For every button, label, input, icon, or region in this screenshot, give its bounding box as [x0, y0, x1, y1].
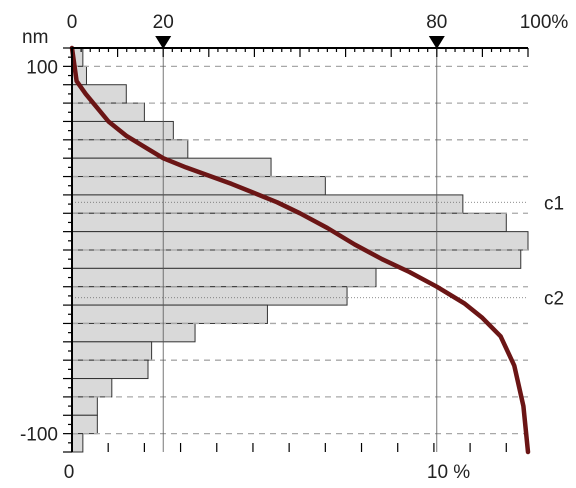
axes-layer	[63, 36, 529, 453]
top-marker-triangle-20	[155, 36, 172, 49]
reference-lines-layer	[72, 201, 528, 299]
grid-layer	[72, 48, 528, 452]
cumulative-curve	[69, 45, 531, 455]
histogram-bar-19	[71, 396, 98, 416]
histogram-bar-5	[71, 139, 189, 159]
y-axis-unit-label: nm	[22, 27, 48, 48]
histogram-bar-12	[71, 267, 377, 288]
histogram-bar-16	[71, 341, 153, 361]
histogram-bar-14	[71, 304, 268, 324]
histogram-bar-18	[71, 378, 113, 398]
reference-label-c1: c1	[544, 193, 564, 214]
histogram-bar-7	[71, 176, 326, 196]
reference-label-c2: c2	[544, 289, 564, 310]
top-tick-label-100: 100%	[520, 12, 569, 33]
labels-layer: c1 c2 nm 100 -100 0 20 80 100% 0 10 %	[20, 12, 568, 483]
histogram-bar-11	[71, 249, 522, 269]
histogram-bar-20	[71, 414, 98, 435]
top-tick-label-0: 0	[67, 12, 78, 33]
histogram-bar-9	[71, 212, 507, 233]
top-tick-label-20: 20	[153, 12, 174, 33]
y-tick-label--100: -100	[20, 425, 58, 446]
histogram-bar-13	[71, 286, 348, 306]
histogram-bar-17	[71, 359, 149, 380]
curve-layer	[69, 45, 531, 455]
histogram-bar-10	[71, 231, 529, 251]
top-tick-label-80: 80	[426, 12, 447, 33]
y-tick-label-100: 100	[26, 57, 58, 78]
histogram-bar-21	[71, 433, 84, 453]
bottom-tick-label-10: 10 %	[427, 462, 470, 483]
bottom-tick-label-0: 0	[64, 462, 75, 483]
bars-layer	[71, 47, 529, 453]
histogram-bar-15	[71, 322, 196, 343]
top-marker-triangle-80	[428, 36, 445, 49]
